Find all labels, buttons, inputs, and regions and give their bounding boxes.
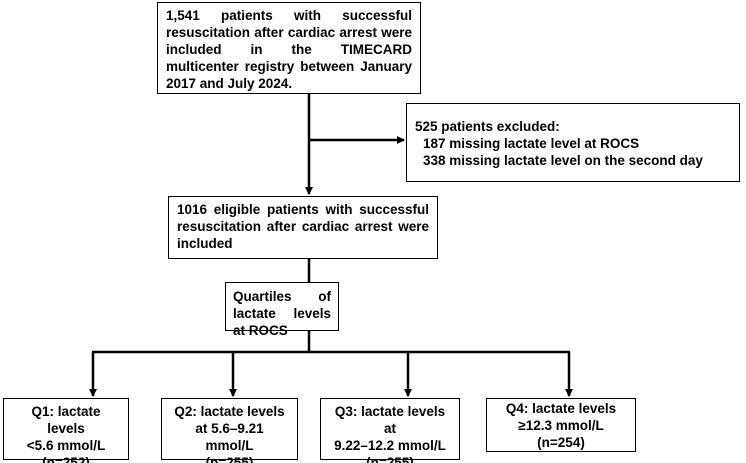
box-text: Quartiles of lactate levels at ROCS [233, 289, 331, 338]
registry-box: 1,541 patients with successful resuscita… [157, 2, 421, 94]
box-text: <5.6 mmol/L [26, 438, 106, 453]
box-text: (n=254) [537, 435, 585, 450]
box-text: Q2: lactate levels [174, 404, 285, 419]
box-text: 187 missing lactate level at ROCS [423, 136, 640, 151]
group-box: Q1: lactate levels <5.6 mmol/L (n=252) [3, 398, 129, 463]
group-box: Q2: lactate levels at 5.6–9.21 mmol/L (n… [161, 398, 298, 463]
box-text: Q4: lactate levels [505, 401, 617, 416]
box-text: ≥12.3 mmol/L [518, 418, 604, 433]
group-box: Q3: lactate levels at 9.22–12.2 mmol/L (… [320, 398, 460, 463]
box-text: at 5.6–9.21 mmol/L [195, 421, 264, 453]
quartiles-box: Quartiles of lactate levels at ROCS [225, 282, 339, 338]
box-text: (n=255) [205, 455, 254, 463]
box-text: Q3: lactate levels at [334, 404, 446, 436]
box-text: 1016 eligible patients with successful r… [177, 202, 429, 251]
box-text: 525 patients excluded: [415, 119, 560, 134]
box-text: 1,541 patients with successful resuscita… [166, 8, 412, 91]
box-text: (n=255) [366, 455, 414, 463]
group-box: Q4: lactate levels ≥12.3 mmol/L (n=254) [486, 398, 636, 452]
box-text: 338 missing lactate level on the second … [423, 153, 703, 168]
box-text: (n=252) [42, 455, 90, 463]
box-text: 9.22–12.2 mmol/L [334, 438, 446, 453]
eligible-box: 1016 eligible patients with successful r… [168, 196, 438, 259]
box-text: Q1: lactate levels [31, 404, 101, 436]
excluded-box: 525 patients excluded: 187 missing lacta… [406, 103, 740, 182]
